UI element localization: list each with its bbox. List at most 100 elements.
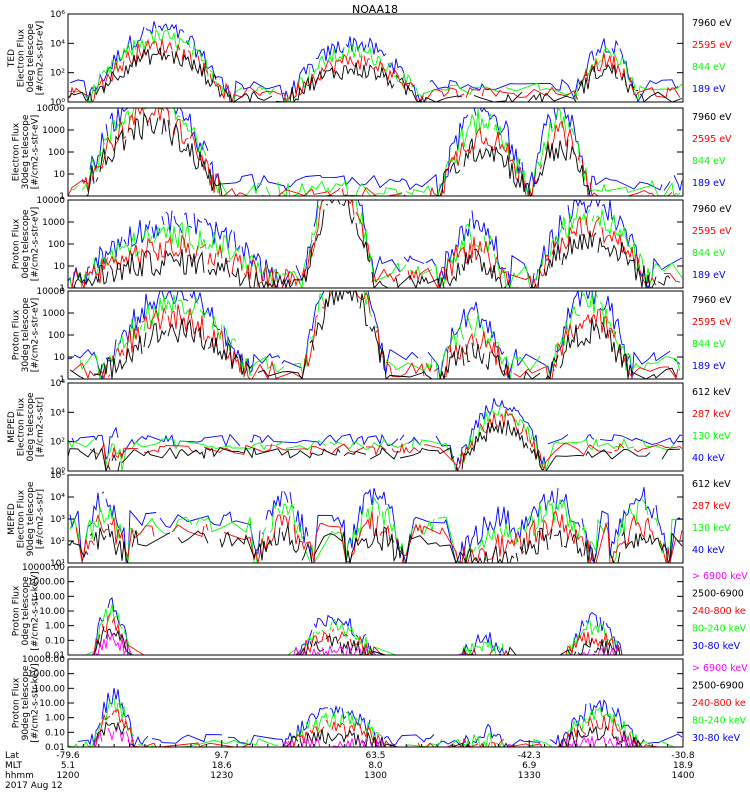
panel-8: 0.01 0.10 1.00 10.00 100.00 1000.00 10000.00 Pr… bbox=[12, 655, 749, 753]
panel-8-ytick-label: 10000.00 bbox=[22, 655, 65, 665]
x-tick-label-mlt: 5.1 bbox=[61, 761, 75, 771]
panel-6-ytick-label: 10⁵ bbox=[50, 471, 65, 481]
panel-2-legend-entry: 189 eV bbox=[692, 178, 726, 189]
panel-4-legend-entry: 7960 eV bbox=[692, 295, 732, 306]
panel-8-series-5 bbox=[68, 727, 676, 747]
panel-7-series-1 bbox=[78, 597, 682, 655]
x-tick-label-mlt: 6.9 bbox=[522, 761, 537, 771]
panel-1-legend-entry: 189 eV bbox=[692, 84, 726, 95]
panel-1-series-3 bbox=[69, 38, 681, 102]
panel-7-ytick-label: 0.10 bbox=[45, 636, 65, 646]
panel-8-ylabel: 90deg telescope bbox=[21, 665, 31, 740]
panel-4-ytick-label: 10 bbox=[54, 353, 66, 363]
panel-7: 0.01 0.10 1.00 10.00 100.00 1000.00 10000.00 Pr… bbox=[12, 563, 749, 661]
panel-8-ytick-label: 10.00 bbox=[39, 699, 65, 709]
panel-7-series-5 bbox=[68, 632, 678, 655]
panel-1-legend-entry: 844 eV bbox=[692, 62, 726, 73]
panel-5-ytick-label: 10⁴ bbox=[50, 408, 65, 418]
x-tick-label-lat: 63.5 bbox=[365, 751, 385, 761]
panel-1-legend-entry: 2595 eV bbox=[692, 40, 732, 51]
panel-1-ytick-label: 10⁰ bbox=[50, 98, 65, 108]
panel-4-ytick-label: 10000 bbox=[36, 287, 65, 297]
x-tick-label-mlt: 8.0 bbox=[368, 761, 383, 771]
panel-7-ylabel: [#/cm2-s-str-keV] bbox=[31, 571, 41, 650]
panel-7-ytick-label: 1000.00 bbox=[28, 578, 65, 588]
panel-2-legend-entry: 2595 eV bbox=[692, 134, 732, 145]
panel-5-frame bbox=[67, 382, 684, 472]
panel-7-ylabel: Proton Flux bbox=[12, 585, 22, 636]
panel-3-legend-entry: 189 eV bbox=[692, 270, 726, 281]
panel-7-ytick-label: 0.01 bbox=[45, 651, 65, 661]
x-tick-label-lat: -79.6 bbox=[56, 751, 80, 761]
panel-4-traces bbox=[68, 291, 681, 379]
panel-1-ytick-label: 10² bbox=[50, 69, 65, 79]
panel-4-ytick-label: 100 bbox=[48, 331, 65, 341]
panel-7-ylabel: 0deg telescope bbox=[21, 576, 31, 646]
panel-8-legend-entry: 80-240 keV bbox=[692, 716, 747, 727]
panel-1-ylabel: [#/cm2-s-str-eV] bbox=[36, 21, 46, 96]
panel-3-ytick-label: 1000 bbox=[42, 218, 65, 228]
panel-8-ylabel: Proton Flux bbox=[12, 677, 22, 728]
x-tick-label-hhmm: 1400 bbox=[672, 771, 695, 781]
panel-7-ytick-label: 100.00 bbox=[34, 592, 66, 602]
panel-1-series-2 bbox=[68, 28, 683, 102]
panel-6-ylabel: 90deg telescope bbox=[26, 481, 36, 556]
panel-4-ylabel: Proton Flux bbox=[12, 309, 22, 360]
panel-1-ylabel: TED bbox=[7, 49, 17, 68]
x-tick-label-mlt: 18.6 bbox=[212, 761, 232, 771]
panel-3-ytick-label: 10000 bbox=[36, 196, 65, 206]
panel-3-ytick-label: 1 bbox=[59, 284, 65, 294]
panel-1-series-4 bbox=[68, 47, 683, 102]
panel-8-ytick-label: 0.10 bbox=[45, 728, 65, 738]
panel-1-ytick-label: 10⁴ bbox=[50, 39, 65, 49]
panel-1-series-1 bbox=[69, 21, 679, 102]
panel-6-legend-entry: 287 keV bbox=[692, 501, 731, 512]
panel-5-ylabel: [#/cm2-s-str] bbox=[36, 397, 46, 457]
panel-2-series-1 bbox=[81, 108, 683, 196]
panel-5-ylabel: 0deg telescope bbox=[26, 392, 36, 462]
panel-7-legend-entry: 30-80 keV bbox=[692, 641, 741, 652]
x-tick-label-hhmm: 1300 bbox=[364, 771, 387, 781]
panel-2-ylabel: Electron Flux bbox=[12, 122, 22, 181]
x-tick-label-lat: -42.3 bbox=[518, 751, 541, 761]
panel-7-ytick-label: 10000.00 bbox=[22, 563, 65, 573]
panel-6-series-4 bbox=[68, 524, 683, 563]
panel-6-ylabel: [#/cm2-s-str] bbox=[36, 489, 46, 549]
panel-8-series-2 bbox=[68, 697, 675, 747]
panel-2-legend-entry: 844 eV bbox=[692, 156, 726, 167]
panel-3-legend-entry: 844 eV bbox=[692, 248, 726, 259]
panel-5-ylabel: Electron Flux bbox=[17, 397, 27, 456]
panel-5-legend-entry: 612 keV bbox=[692, 387, 731, 398]
panel-7-legend-entry: 240-800 ke bbox=[692, 606, 746, 617]
panel-5-ytick-label: 10² bbox=[50, 438, 65, 448]
panel-4-legend-entry: 844 eV bbox=[692, 339, 726, 350]
panel-3-ytick-label: 10 bbox=[54, 262, 66, 272]
panel-3-series-3 bbox=[68, 200, 681, 288]
x-row-label: MLT bbox=[5, 761, 23, 771]
panel-8-ylabel: [#/cm2-s-str-keV] bbox=[31, 663, 41, 742]
panel-3-traces bbox=[68, 200, 683, 288]
panel-2-ytick-label: 10000 bbox=[36, 104, 65, 114]
panel-4-ytick-label: 1 bbox=[59, 375, 65, 385]
date-label: 2017 Aug 12 bbox=[5, 781, 63, 791]
panel-2-series-4 bbox=[78, 111, 670, 196]
x-tick-label-hhmm: 1330 bbox=[518, 771, 541, 781]
panel-6-ytick-label: 10⁴ bbox=[50, 493, 65, 503]
panel-5-legend-entry: 130 keV bbox=[692, 431, 731, 442]
panel-1-traces bbox=[68, 21, 683, 102]
panel-8-ytick-label: 1000.00 bbox=[28, 670, 65, 680]
panel-6-legend-entry: 612 keV bbox=[692, 479, 731, 490]
panel-8-legend-entry: 240-800 ke bbox=[692, 698, 746, 709]
panel-5-legend-entry: 287 keV bbox=[692, 409, 731, 420]
panel-5-traces bbox=[68, 398, 683, 471]
panel-6-ylabel: MEPED bbox=[7, 503, 17, 535]
panel-3-series-4 bbox=[70, 200, 671, 288]
panel-1-ylabel: Electron Flux bbox=[17, 28, 27, 87]
panel-3-legend-entry: 7960 eV bbox=[692, 204, 732, 215]
panel-3-legend-entry: 2595 eV bbox=[692, 226, 732, 237]
panel-8-legend-entry: > 6900 keV bbox=[692, 663, 748, 674]
panel-5-series-4 bbox=[68, 420, 681, 471]
panel-3-ytick-label: 100 bbox=[48, 240, 65, 250]
panel-6-ylabel: Electron Flux bbox=[17, 489, 27, 548]
